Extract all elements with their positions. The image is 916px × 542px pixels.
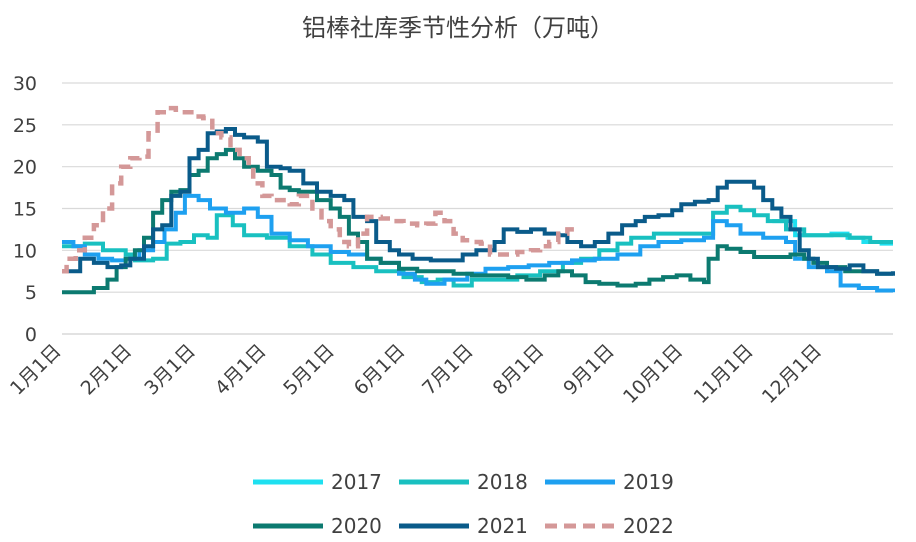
x-tick-label: 12月1日 (758, 340, 826, 408)
y-tick-label: 5 (25, 282, 37, 304)
x-tick-label: 3月1日 (140, 340, 200, 400)
legend-label-2018: 2018 (477, 470, 528, 494)
y-tick-label: 20 (13, 157, 37, 179)
legend-label-2017: 2017 (331, 470, 382, 494)
legend-label-2022: 2022 (623, 514, 674, 538)
x-tick-label: 10月1日 (619, 340, 687, 408)
series-line-2021 (62, 127, 895, 276)
x-tick-label: 11月1日 (690, 340, 758, 408)
grid (62, 82, 893, 293)
legend-label-2020: 2020 (331, 514, 382, 538)
x-axis: 1月1日 2月1日 3月1日 4月1日 5月1日 6月1日 7月1日 8月1日 9月1日 10月1… (6, 333, 893, 408)
y-tick-label: 10 (13, 240, 37, 262)
x-tick-label: 6月1日 (350, 340, 410, 400)
x-tick-label: 9月1日 (559, 340, 619, 400)
legend-label-2019: 2019 (623, 470, 674, 494)
y-tick-label: 0 (25, 324, 37, 346)
legend-label-2021: 2021 (477, 514, 528, 538)
legend: 2017 2018 2019 2020 2021 2022 (253, 470, 674, 538)
x-tick-label: 7月1日 (418, 340, 478, 400)
x-tick-label: 5月1日 (279, 340, 339, 400)
y-tick-label: 25 (13, 115, 37, 137)
series-group (62, 105, 895, 295)
x-tick-label: 1月1日 (6, 340, 66, 400)
x-tick-label: 4月1日 (211, 340, 271, 400)
y-tick-label: 15 (13, 199, 37, 221)
series-line-2022 (62, 105, 579, 274)
y-axis: 0 5 10 15 20 25 30 (13, 73, 37, 346)
chart-title: 铝棒社库季节性分析（万吨） (302, 14, 614, 42)
x-tick-label: 2月1日 (77, 340, 137, 400)
y-tick-label: 30 (13, 73, 37, 95)
x-tick-label: 8月1日 (489, 340, 549, 400)
series-line-2019 (62, 193, 895, 293)
